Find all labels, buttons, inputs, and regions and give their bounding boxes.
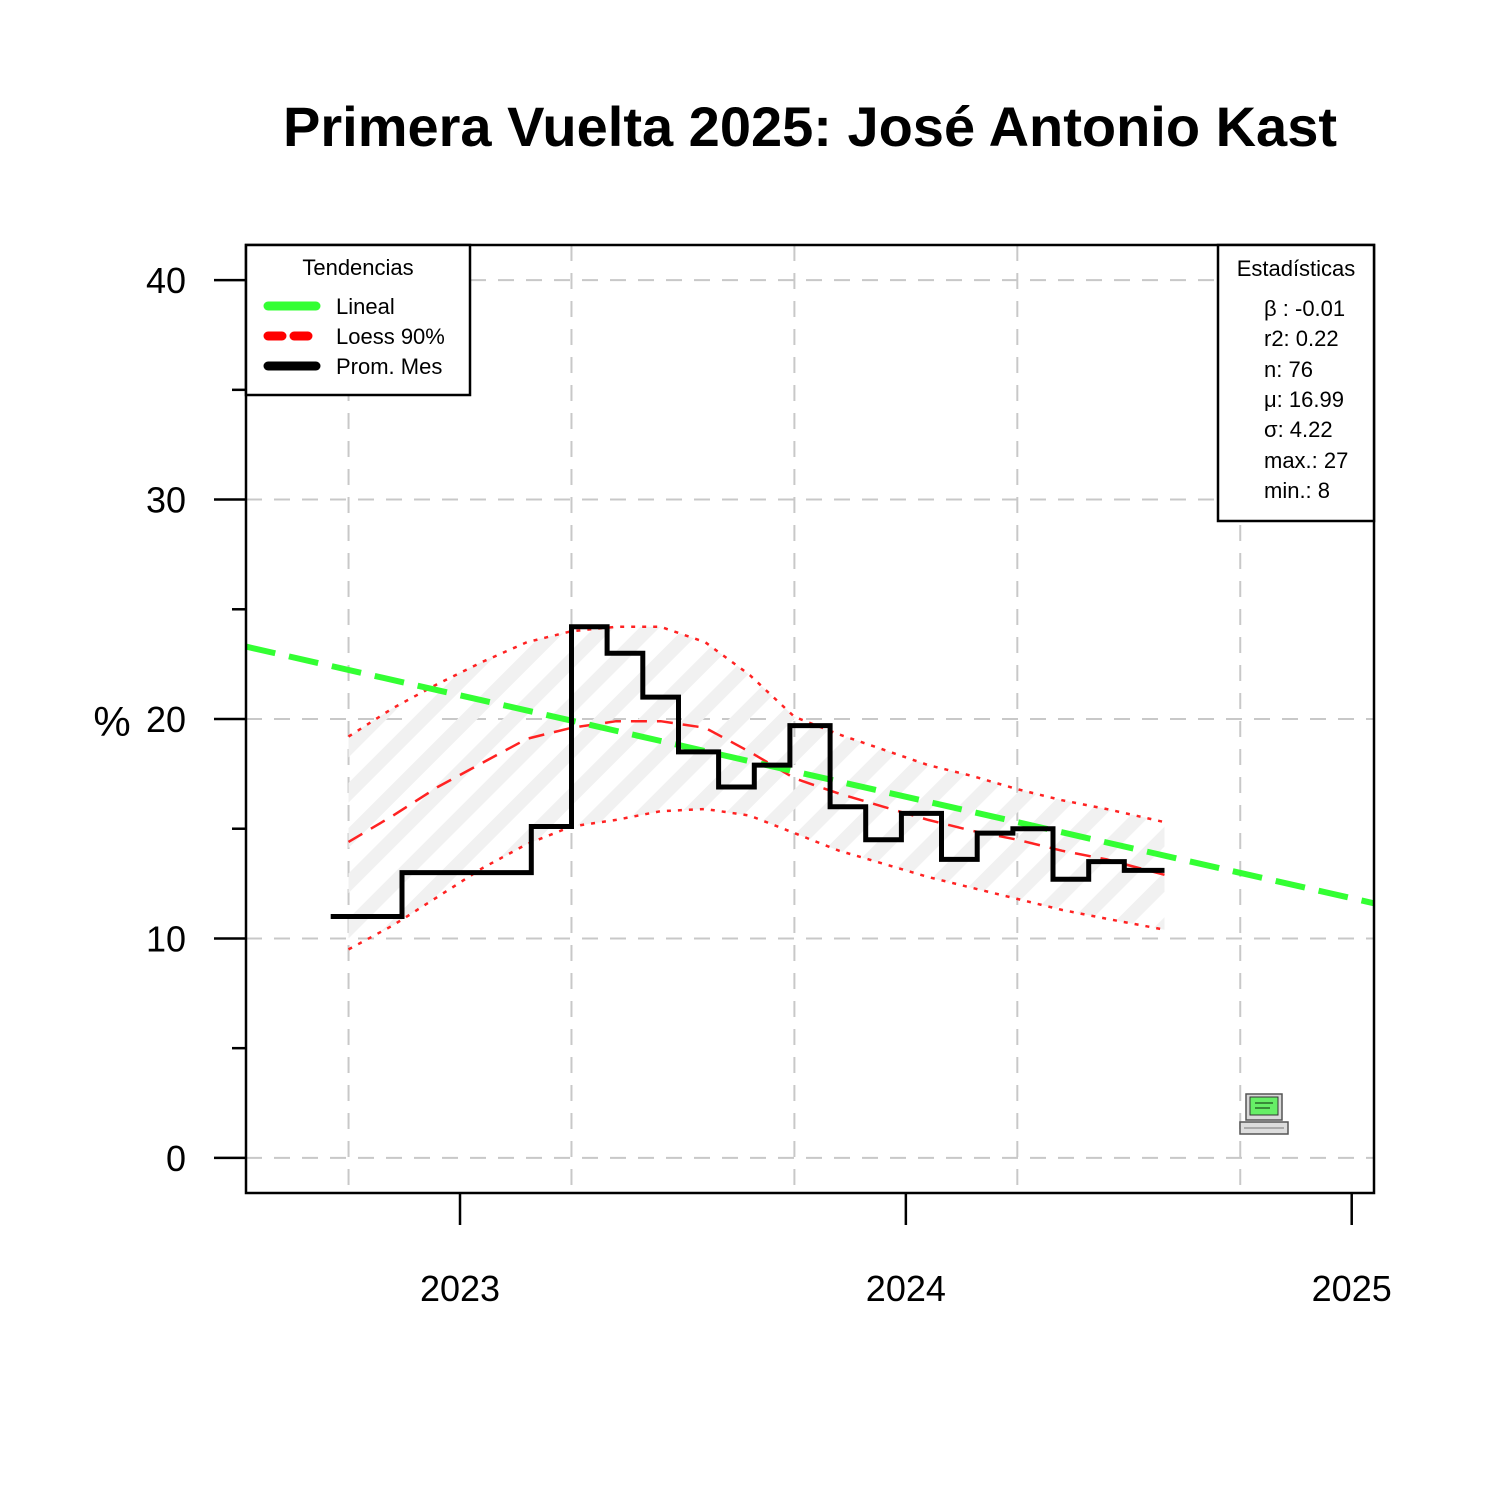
- computer-icon: [1239, 1093, 1289, 1135]
- x-tick-label: 2024: [866, 1268, 946, 1309]
- stats-min: min.: 8: [1264, 478, 1330, 503]
- stats-beta: β : -0.01: [1264, 296, 1345, 321]
- y-tick-label: 40: [146, 260, 186, 301]
- stats-r2: r2: 0.22: [1264, 326, 1339, 351]
- legend-label-prom-mes: Prom. Mes: [336, 354, 442, 379]
- legend-label-lineal: Lineal: [336, 294, 395, 319]
- legend-title: Tendencias: [302, 255, 413, 280]
- y-axis-label: %: [93, 698, 130, 745]
- y-axis: 0 10 20 30 40: [146, 260, 246, 1179]
- stats-box-frame: [1216, 243, 1376, 523]
- grid: [246, 245, 1374, 1193]
- monthly-average-line: [330, 624, 1165, 919]
- x-tick-label: 2023: [420, 1268, 500, 1309]
- stats-title: Estadísticas: [1237, 256, 1356, 281]
- loess-upper-line: [347, 625, 1165, 824]
- x-tick-label: 2025: [1312, 1268, 1392, 1309]
- x-axis: 2023 2024 2025: [420, 1193, 1392, 1309]
- loess-lower-line: [347, 807, 1165, 951]
- stats-box: Estadísticas β : -0.01 r2: 0.22 n: 76 μ:…: [1216, 243, 1376, 523]
- y-tick-label: 0: [166, 1138, 186, 1179]
- stats-n: n: 76: [1264, 357, 1313, 382]
- y-tick-label: 20: [146, 699, 186, 740]
- legend-label-loess: Loess 90%: [336, 324, 445, 349]
- stats-max: max.: 27: [1264, 448, 1348, 473]
- y-tick-label: 10: [146, 918, 186, 959]
- y-tick-label: 30: [146, 480, 186, 521]
- chart-title: Primera Vuelta 2025: José Antonio Kast: [283, 95, 1337, 158]
- stats-mean: μ: 16.99: [1264, 387, 1344, 412]
- linear-trend-line: [246, 643, 1374, 907]
- legend: Tendencias Lineal Loess 90% Prom. Mes: [244, 243, 472, 397]
- stats-sd: σ: 4.22: [1264, 417, 1333, 442]
- series-layer: [246, 624, 1374, 951]
